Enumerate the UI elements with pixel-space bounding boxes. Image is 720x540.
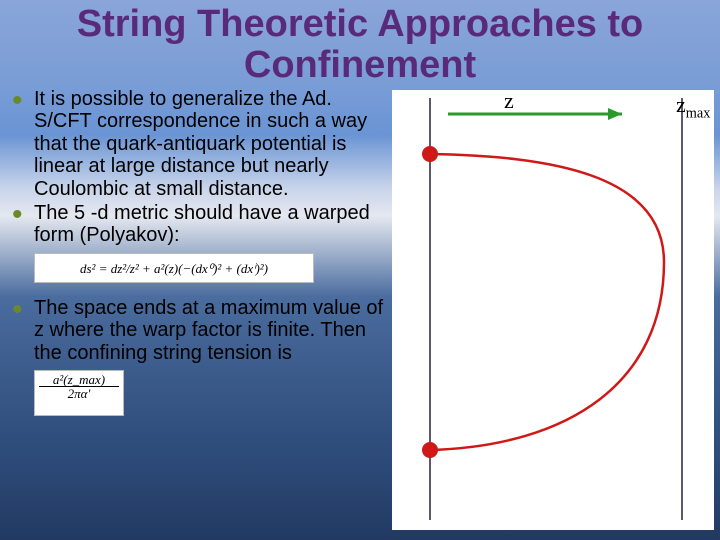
bullet-list: It is possible to generalize the Ad. S/C… [8,88,388,247]
z-axis-label: z [504,88,514,114]
eq-numerator: a²(z_max) [39,373,119,387]
bullet-item: It is possible to generalize the Ad. S/C… [8,88,388,200]
text-column: It is possible to generalize the Ad. S/C… [8,88,388,420]
slide: String Theoretic Approaches to Confineme… [0,0,720,540]
bullet-list: The space ends at a maximum value of z w… [8,297,388,364]
equation-tension: a²(z_max) 2πα′ [34,370,124,416]
bullet-item: The space ends at a maximum value of z w… [8,297,388,364]
equation-metric: ds² = dz²/z² + a²(z)(−(dx⁰)² + (dxⁱ)²) [34,253,314,283]
bullet-item: The 5 -d metric should have a warped for… [8,202,388,247]
eq-denominator: 2πα′ [39,387,119,401]
spacer [8,287,388,297]
zmax-label: zmax [676,92,710,122]
diagram-svg [392,90,714,530]
string-diagram: z zmax [392,90,714,530]
slide-title: String Theoretic Approaches to Confineme… [0,0,720,88]
